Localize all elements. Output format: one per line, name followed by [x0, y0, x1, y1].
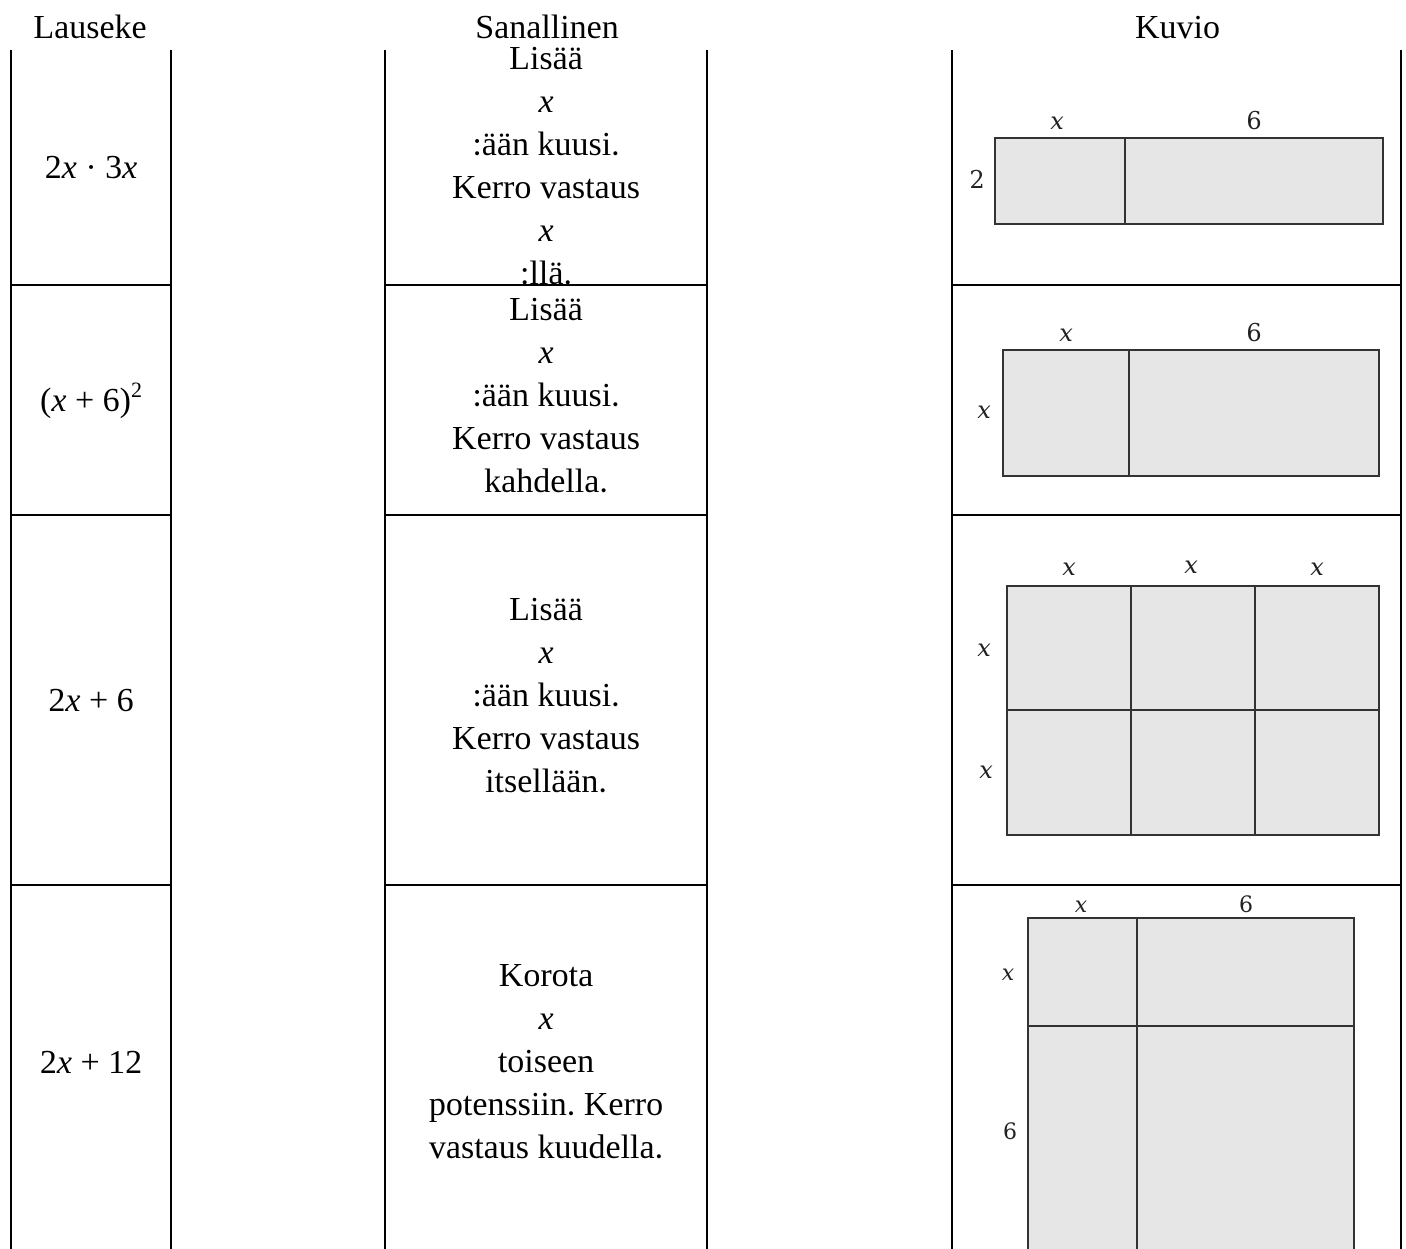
dimension-label: x	[1059, 319, 1073, 347]
header-lauseke: Lauseke	[33, 9, 147, 46]
dimension-label: x	[1184, 551, 1198, 579]
description-text: Lisää x:ään kuusi. Kerro vastaus x:llä.	[452, 40, 640, 292]
dimension-label: 6	[1246, 107, 1261, 135]
region	[1027, 917, 1138, 1027]
dimension-label: 2	[969, 166, 984, 194]
figure-card[interactable]: x 6 x	[953, 284, 1400, 515]
header-kuvio: Kuvio	[1135, 9, 1220, 46]
dimension-label: x	[977, 396, 991, 424]
expression-card[interactable]: (x + 6)2	[12, 284, 170, 515]
dimension-label: 6	[1246, 319, 1261, 347]
dimension-label: x	[1062, 553, 1076, 581]
figure-card[interactable]: x 6 2	[953, 50, 1400, 286]
figure-area-model: x 6 2	[969, 107, 1384, 225]
description-card[interactable]: Lisää x:ään kuusi. Kerro vastaus kahdell…	[386, 284, 706, 515]
region	[1254, 585, 1380, 711]
region	[1136, 917, 1355, 1027]
header-sanallinen: Sanallinen	[475, 9, 619, 46]
region	[1254, 709, 1380, 836]
dimension-label: x	[1002, 961, 1015, 986]
region	[1130, 709, 1256, 836]
figure-card[interactable]: x 6 x 6	[953, 884, 1400, 1249]
column-lauseke: 2x · 3x (x + 6)2 2x + 6 2x + 12	[10, 50, 172, 1249]
expression: (x + 6)2	[40, 376, 142, 419]
description-card[interactable]: Lisää x:ään kuusi. Kerro vastaus itsellä…	[386, 514, 706, 885]
dimension-label: x	[1050, 107, 1064, 135]
column-sanallinen: Lisää x:ään kuusi. Kerro vastaus x:llä. …	[384, 40, 708, 1249]
region	[1002, 349, 1130, 477]
dimension-label: x	[979, 756, 993, 784]
region	[1128, 349, 1380, 477]
region	[1006, 585, 1132, 711]
description-text: Lisää x:ään kuusi. Kerro vastaus kahdell…	[452, 291, 640, 500]
expression: 2x + 6	[48, 681, 134, 719]
expression-card[interactable]: 2x + 6	[12, 514, 170, 885]
dimension-label: 6	[1003, 1120, 1017, 1145]
expression-card[interactable]: 2x · 3x	[12, 50, 170, 286]
description-text: Korota x toiseen potenssiin. Kerro vasta…	[428, 957, 664, 1166]
figure-area-model: x 6 x	[977, 319, 1380, 477]
region	[1136, 1025, 1355, 1249]
region	[1006, 709, 1132, 836]
expression-card[interactable]: 2x + 12	[12, 884, 170, 1249]
figure-area-model: x 6 x 6	[1002, 893, 1355, 1249]
region	[994, 137, 1126, 225]
region	[1027, 1025, 1138, 1249]
expression: 2x · 3x	[44, 149, 138, 186]
region	[1130, 585, 1256, 711]
description-text: Lisää x:ään kuusi. Kerro vastaus itsellä…	[452, 591, 640, 800]
figure-card[interactable]: x x x x x	[953, 514, 1400, 885]
dimension-label: x	[1075, 893, 1088, 918]
dimension-label: x	[1310, 553, 1324, 581]
dimension-label: x	[977, 634, 991, 662]
description-card[interactable]: Korota x toiseen potenssiin. Kerro vasta…	[386, 884, 706, 1249]
description-card[interactable]: Lisää x:ään kuusi. Kerro vastaus x:llä.	[386, 40, 706, 292]
expression: 2x + 12	[39, 1043, 143, 1081]
figure-area-model: x x x x x	[977, 551, 1380, 836]
column-kuvio: x 6 2 x 6 x x x x x x	[951, 50, 1402, 1249]
region	[1124, 137, 1384, 225]
dimension-label: 6	[1239, 893, 1253, 918]
